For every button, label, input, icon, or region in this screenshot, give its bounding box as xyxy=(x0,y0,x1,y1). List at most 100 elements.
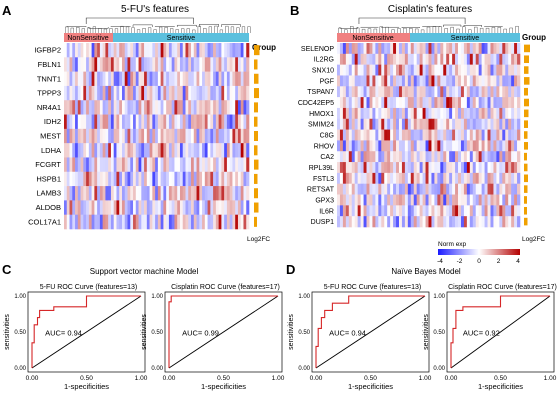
heatmap-cell xyxy=(113,114,117,130)
heatmap-cell xyxy=(437,162,441,174)
heatmap-cell xyxy=(363,53,367,65)
dendrogram-branch xyxy=(92,26,96,33)
heatmap-cell xyxy=(401,183,406,195)
heatmap-cell xyxy=(141,186,145,201)
heatmap-cell xyxy=(157,143,161,158)
heatmap-cell xyxy=(404,216,409,228)
heatmap-cell xyxy=(221,157,225,173)
heatmap-cell xyxy=(440,118,444,130)
heatmap-cell xyxy=(372,53,376,65)
diagonal-reference-line xyxy=(168,295,279,369)
heatmap-cell xyxy=(357,151,361,163)
dendrogram-branch xyxy=(186,28,190,33)
heatmap-cell xyxy=(339,183,344,195)
heatmap-cell xyxy=(83,57,87,72)
heatmap-cell xyxy=(472,97,477,109)
heatmap-cell xyxy=(363,194,367,206)
heatmap-cell xyxy=(493,118,497,130)
heatmap-cell xyxy=(196,114,200,130)
heatmap-cell xyxy=(496,205,500,217)
heatmap-cell xyxy=(511,162,515,174)
heatmap-cell xyxy=(460,86,465,98)
heatmap-cell xyxy=(396,118,400,130)
heatmap-cell xyxy=(502,216,506,228)
heatmap-cell xyxy=(517,43,521,55)
heatmap-cell xyxy=(204,157,208,173)
heatmap-cell xyxy=(88,186,92,201)
heatmap-cell xyxy=(419,162,423,174)
heatmap-cell xyxy=(387,118,391,130)
heatmap-cell xyxy=(360,118,364,130)
heatmap-cell xyxy=(487,151,491,163)
heatmap-cell xyxy=(204,186,208,201)
heatmap-cell xyxy=(363,43,367,55)
heatmap-cell xyxy=(121,57,126,72)
heatmap-cell xyxy=(481,205,485,217)
heatmap-cell xyxy=(166,71,170,87)
heatmap-cell xyxy=(375,216,379,228)
heatmap-cell xyxy=(75,200,79,215)
heatmap-cell xyxy=(345,205,350,217)
heatmap-cell xyxy=(152,186,156,201)
heatmap-cell xyxy=(440,151,444,163)
heatmap-cell xyxy=(232,43,236,58)
heatmap-cell xyxy=(149,71,153,87)
heatmap-cell xyxy=(484,162,488,174)
heatmap-cell xyxy=(398,183,403,195)
heatmap-cell xyxy=(351,194,356,206)
heatmap-cell xyxy=(434,129,438,141)
heatmap-cell xyxy=(66,114,70,130)
heatmap-cell xyxy=(66,171,70,187)
heatmap-cell xyxy=(354,97,358,109)
heatmap-cell xyxy=(171,85,175,101)
heatmap-cell xyxy=(102,214,106,230)
heatmap-cell xyxy=(207,57,211,72)
y-axis-label: sensitivities xyxy=(288,314,295,350)
heatmap-cell xyxy=(425,129,429,141)
heatmap-cell xyxy=(97,200,101,215)
heatmap-cell xyxy=(337,129,341,141)
heatmap-cell xyxy=(396,194,400,206)
heatmap-cell xyxy=(240,143,244,158)
heatmap-cell xyxy=(105,100,109,115)
heatmap-cell xyxy=(455,86,459,98)
heatmap-cell xyxy=(434,43,438,55)
dendrogram-branch xyxy=(491,27,496,33)
heatmap-cell xyxy=(422,172,426,185)
heatmap-cell xyxy=(193,186,197,201)
dendrogram-branch xyxy=(509,27,513,33)
heatmap-cell xyxy=(407,118,412,130)
heatmap-cell xyxy=(72,143,76,158)
heatmap-cell xyxy=(378,140,382,152)
dendrogram-branch xyxy=(120,26,124,33)
heatmap-cell xyxy=(496,129,500,141)
heatmap-cell xyxy=(69,157,73,173)
heatmap-cell xyxy=(475,129,479,141)
heatmap-cell xyxy=(351,53,356,65)
heatmap-cell xyxy=(94,43,98,58)
heatmap-cell xyxy=(511,216,515,228)
heatmap-cell xyxy=(127,171,131,187)
heatmap-cell xyxy=(398,53,403,65)
group-bar-sensitive xyxy=(113,33,249,42)
heatmap-cell xyxy=(428,172,432,185)
heatmap-cell xyxy=(215,71,219,87)
heatmap-cell xyxy=(396,162,400,174)
heatmap-cell xyxy=(69,71,73,87)
heatmap-cell xyxy=(80,85,84,101)
heatmap-cell xyxy=(363,97,367,109)
heatmap-cell xyxy=(232,171,236,187)
heatmap-cell xyxy=(490,53,494,65)
heatmap-cell xyxy=(466,162,471,174)
heatmap-cell xyxy=(490,118,494,130)
heatmap-cell xyxy=(235,171,239,187)
heatmap-cell xyxy=(110,214,115,230)
heatmap-cell xyxy=(91,200,95,215)
heatmap-cell xyxy=(481,129,485,141)
heatmap-cell xyxy=(75,57,79,72)
gene-label: LDHA xyxy=(41,146,61,155)
heatmap-cell xyxy=(202,214,206,230)
heatmap-cell xyxy=(460,151,465,163)
heatmap-cell xyxy=(404,140,409,152)
heatmap-cell xyxy=(72,171,76,187)
